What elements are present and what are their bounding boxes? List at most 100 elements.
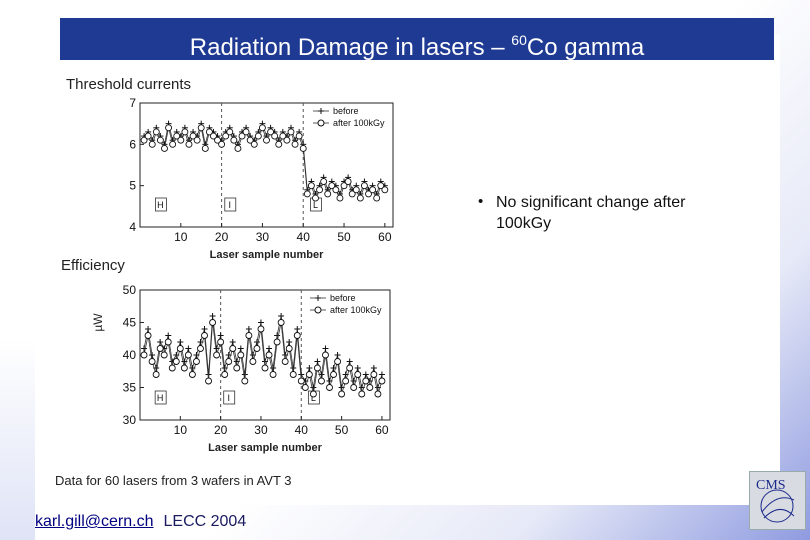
point-after-56	[365, 190, 372, 198]
point-after-4	[152, 371, 160, 378]
point-before-39	[294, 326, 301, 332]
point-after-49	[334, 358, 342, 365]
point-after-30	[258, 124, 266, 132]
y-tick-label-0: 30	[123, 413, 137, 427]
point-after-54	[356, 194, 364, 202]
point-after-43	[309, 390, 317, 398]
legend-label-1: after 100kGy	[330, 305, 382, 315]
point-after-58	[370, 371, 378, 378]
point-after-53	[352, 186, 360, 194]
point-before-46	[322, 345, 329, 352]
group-label-box-0	[155, 197, 167, 212]
point-after-51	[342, 377, 350, 385]
point-before-7	[165, 332, 172, 339]
point-after-34	[275, 140, 283, 148]
point-after-36	[283, 136, 291, 144]
point-after-31	[261, 364, 269, 372]
point-before-54	[354, 365, 361, 371]
point-after-30	[257, 325, 265, 333]
legend-marker-circle	[314, 306, 322, 314]
point-after-35	[277, 319, 285, 326]
point-after-15	[197, 124, 205, 132]
point-after-50	[340, 182, 348, 190]
x-tick-label-5: 60	[378, 230, 392, 244]
group-label-box-0	[154, 390, 167, 405]
point-after-13	[188, 371, 196, 378]
point-after-44	[313, 364, 321, 372]
point-after-8	[169, 140, 177, 148]
point-after-46	[322, 351, 329, 359]
point-before-23	[229, 339, 236, 345]
point-after-31	[263, 136, 270, 144]
point-before-10	[177, 339, 184, 345]
point-before-3	[149, 352, 156, 358]
x-tick-label-1: 20	[215, 230, 229, 244]
efficiency-chart: 10 20 30 40 50 60 30 35 40 45 50 Laser sample numbe…	[91, 283, 391, 454]
point-after-5	[156, 345, 164, 352]
point-after-35	[279, 132, 287, 140]
point-after-56	[362, 377, 370, 385]
point-after-55	[358, 390, 366, 398]
point-after-12	[184, 351, 192, 359]
point-after-33	[269, 371, 277, 378]
title-superscript: 60	[511, 32, 527, 48]
point-before-32	[266, 345, 273, 352]
x-tick-label-3: 40	[295, 423, 309, 437]
point-after-19	[213, 351, 221, 359]
x-tick-label-0: 10	[174, 423, 188, 437]
point-after-14	[193, 358, 200, 365]
point-before-25	[237, 345, 244, 352]
left-decor-strip	[0, 35, 35, 540]
footer-note: Data for 60 lasers from 3 wafers in AVT …	[55, 473, 292, 488]
x-tick-label-5: 60	[375, 423, 389, 437]
bullet-marker: •	[478, 193, 484, 210]
threshold-label: Threshold currents	[66, 76, 192, 93]
point-after-3	[148, 358, 156, 365]
conference-label: LECC 2004	[163, 513, 247, 530]
point-after-4	[152, 128, 160, 136]
point-after-43	[312, 194, 319, 202]
point-after-12	[185, 140, 193, 148]
x-axis-label: Laser sample number	[210, 249, 324, 261]
point-before-20	[217, 332, 224, 339]
point-after-60	[378, 377, 386, 385]
point-after-42	[305, 371, 313, 378]
point-after-22	[226, 128, 234, 136]
point-before-30	[257, 319, 264, 326]
point-after-16	[201, 332, 208, 339]
point-after-25	[237, 351, 245, 359]
group-label-0: H	[157, 393, 164, 403]
point-after-19	[214, 136, 221, 144]
y-axis-label: µW	[91, 313, 105, 332]
point-after-34	[273, 338, 281, 346]
point-after-17	[205, 128, 213, 136]
y-tick-label-1: 35	[123, 381, 137, 395]
point-before-58	[370, 365, 377, 371]
point-after-53	[350, 384, 358, 391]
point-before-43	[310, 384, 317, 391]
point-after-57	[366, 384, 374, 391]
point-after-26	[241, 377, 249, 385]
point-after-6	[161, 145, 168, 152]
point-before-42	[306, 365, 313, 371]
point-after-22	[225, 358, 233, 365]
point-after-59	[377, 182, 385, 190]
group-label-0: H	[157, 200, 164, 210]
point-after-9	[172, 358, 180, 365]
point-before-38	[290, 365, 297, 371]
point-before-18	[209, 313, 216, 319]
point-after-57	[369, 186, 377, 194]
point-after-1	[140, 136, 148, 144]
email-link[interactable]: karl.gill@cern.ch	[35, 513, 154, 530]
point-after-8	[168, 364, 176, 372]
point-after-47	[326, 384, 333, 391]
y-tick-label-2: 40	[123, 348, 137, 362]
threshold-chart: 10 20 30 40 50 60 4 5 6 7 Laser sample number H I Lbe…	[129, 96, 394, 261]
x-tick-label-3: 40	[297, 230, 311, 244]
point-after-5	[156, 136, 164, 144]
point-after-45	[318, 377, 325, 385]
point-after-10	[177, 136, 185, 144]
point-after-17	[205, 377, 212, 385]
legend-label-0: before	[330, 293, 356, 303]
point-after-32	[267, 128, 275, 136]
